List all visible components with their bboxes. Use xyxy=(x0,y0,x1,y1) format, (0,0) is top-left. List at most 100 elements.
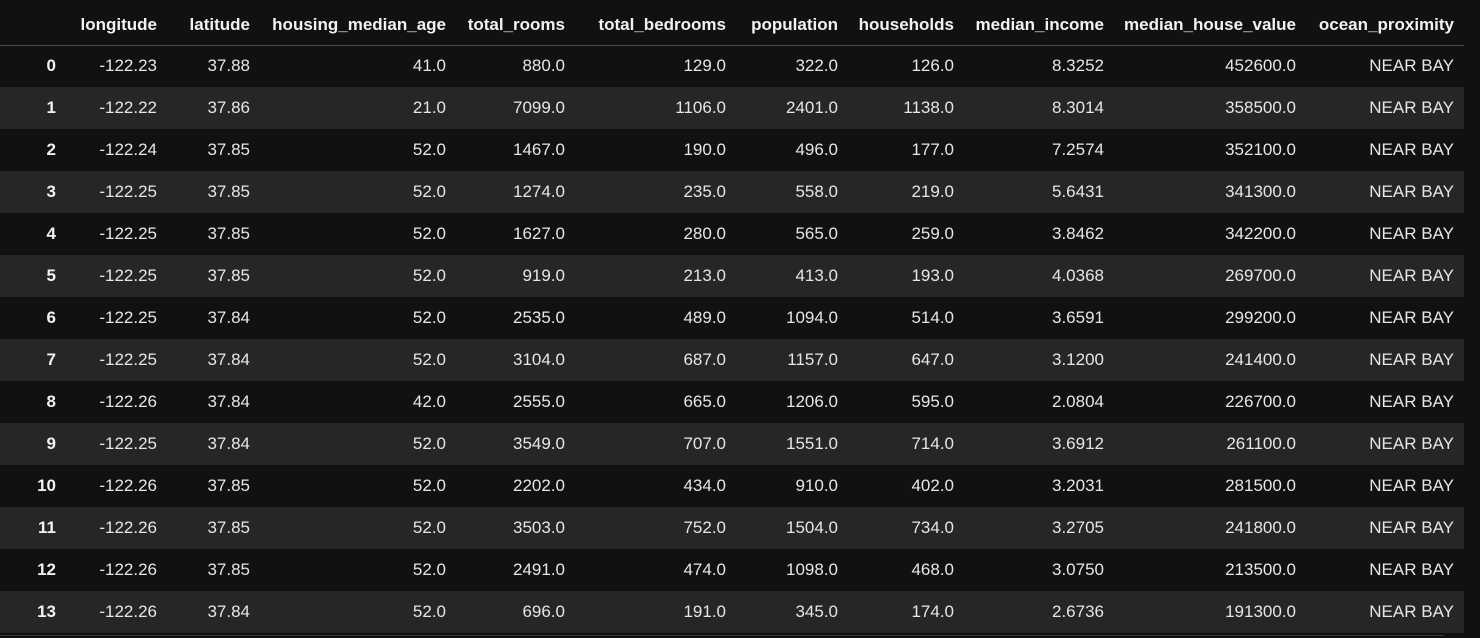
cell-latitude: 37.84 xyxy=(207,392,250,411)
cell-median-income: 2.6736 xyxy=(1052,602,1104,621)
cell-total-rooms: 3503.0 xyxy=(513,518,565,537)
cell-population: 1504.0 xyxy=(786,518,838,537)
cell-households: 1138.0 xyxy=(903,98,954,117)
cell-population: 345.0 xyxy=(795,602,838,621)
cell-households: 126.0 xyxy=(911,56,954,76)
cell-ocean-proximity: NEAR BAY xyxy=(1369,350,1454,369)
cell-ocean-proximity: NEAR BAY xyxy=(1369,560,1454,579)
cell-ocean-proximity: NEAR BAY xyxy=(1369,182,1454,201)
cell-latitude: 37.85 xyxy=(207,266,250,285)
cell-median-house-value: 299200.0 xyxy=(1225,308,1296,327)
row-index-cell: 6 xyxy=(46,308,56,327)
row-index-cell: 0 xyxy=(46,56,56,76)
cell-median-house-value: 452600.0 xyxy=(1225,56,1296,76)
cell-longitude: -122.23 xyxy=(99,56,157,76)
cell-median-house-value: 213500.0 xyxy=(1225,560,1296,579)
cell-median-house-value: 226700.0 xyxy=(1225,392,1296,411)
cell-total-rooms: 2491.0 xyxy=(513,560,565,579)
cell-median-income: 5.6431 xyxy=(1052,182,1104,201)
table-row: 11 -122.26 37.85 52.0 3503.0 752.0 1504.0 734.0… xyxy=(0,507,1464,549)
cell-latitude: 37.84 xyxy=(207,308,250,327)
cell-total-bedrooms: 665.0 xyxy=(683,392,726,411)
cell-housing-median-age: 52.0 xyxy=(412,182,446,201)
cell-total-rooms: 1627.0 xyxy=(513,224,565,243)
table-row: 8 -122.26 37.84 42.0 2555.0 665.0 1206.0 595.0 2… xyxy=(0,381,1464,423)
cell-population: 565.0 xyxy=(795,224,838,243)
cell-total-rooms: 3104.0 xyxy=(513,350,565,369)
cell-ocean-proximity: NEAR BAY xyxy=(1369,224,1454,243)
cell-ocean-proximity: NEAR BAY xyxy=(1369,602,1454,621)
cell-ocean-proximity: NEAR BAY xyxy=(1369,140,1454,159)
cell-population: 1094.0 xyxy=(786,308,838,327)
dataframe-table: longitude latitude housing_median_age total… xyxy=(0,5,1464,633)
cell-median-house-value: 241800.0 xyxy=(1225,518,1296,537)
cell-total-bedrooms: 687.0 xyxy=(683,350,726,369)
cell-households: 402.0 xyxy=(911,476,954,495)
cell-population: 1206.0 xyxy=(786,392,838,411)
cell-median-house-value: 358500.0 xyxy=(1225,98,1296,117)
cell-median-house-value: 352100.0 xyxy=(1225,140,1296,159)
cell-ocean-proximity: NEAR BAY xyxy=(1369,56,1454,76)
row-index-cell: 13 xyxy=(37,602,56,621)
cell-longitude: -122.26 xyxy=(99,602,157,621)
cell-total-rooms: 3549.0 xyxy=(513,434,565,453)
cell-housing-median-age: 52.0 xyxy=(412,602,446,621)
column-header-median-house-value: median_house_value xyxy=(1114,5,1306,46)
row-index-cell: 10 xyxy=(37,476,56,495)
cell-latitude: 37.85 xyxy=(207,182,250,201)
cell-latitude: 37.85 xyxy=(207,476,250,495)
cell-housing-median-age: 52.0 xyxy=(412,350,446,369)
cell-housing-median-age: 21.0 xyxy=(412,98,446,117)
cell-total-rooms: 880.0 xyxy=(522,56,565,76)
cell-total-rooms: 696.0 xyxy=(522,602,565,621)
table-row: 9 -122.25 37.84 52.0 3549.0 707.0 1551.0 714.0 3… xyxy=(0,423,1464,465)
cell-households: 468.0 xyxy=(911,560,954,579)
row-index-cell: 5 xyxy=(46,266,56,285)
row-index-cell: 12 xyxy=(37,560,56,579)
cell-households: 514.0 xyxy=(911,308,954,327)
cell-ocean-proximity: NEAR BAY xyxy=(1369,98,1454,117)
cell-longitude: -122.26 xyxy=(99,560,157,579)
column-header-households: households xyxy=(848,5,964,46)
cell-population: 2401.0 xyxy=(786,98,838,117)
cell-latitude: 37.85 xyxy=(207,518,250,537)
cell-total-bedrooms: 707.0 xyxy=(683,434,726,453)
row-index-cell: 11 xyxy=(38,518,56,537)
row-index-cell: 9 xyxy=(46,434,56,453)
cell-median-income: 2.0804 xyxy=(1052,392,1104,411)
cell-longitude: -122.25 xyxy=(99,182,157,201)
table-body: 0 -122.23 37.88 41.0 880.0 129.0 322.0 126.0 8.3… xyxy=(0,45,1464,633)
cell-longitude: -122.24 xyxy=(99,140,157,159)
cell-population: 910.0 xyxy=(795,476,838,495)
cell-total-bedrooms: 235.0 xyxy=(683,182,726,201)
cell-total-bedrooms: 434.0 xyxy=(683,476,726,495)
cell-latitude: 37.88 xyxy=(207,56,250,76)
column-header-latitude: latitude xyxy=(167,5,260,46)
cell-median-income: 3.8462 xyxy=(1052,224,1104,243)
cell-total-bedrooms: 190.0 xyxy=(683,140,726,159)
cell-longitude: -122.25 xyxy=(99,308,157,327)
cell-longitude: -122.25 xyxy=(99,224,157,243)
cell-households: 259.0 xyxy=(911,224,954,243)
cell-total-bedrooms: 280.0 xyxy=(683,224,726,243)
cell-households: 714.0 xyxy=(911,434,954,453)
column-header-total-rooms: total_rooms xyxy=(456,5,575,46)
cell-median-house-value: 241400.0 xyxy=(1225,350,1296,369)
table-row: 5 -122.25 37.85 52.0 919.0 213.0 413.0 193.0 4.0… xyxy=(0,255,1464,297)
cell-population: 413.0 xyxy=(795,266,838,285)
table-row: 6 -122.25 37.84 52.0 2535.0 489.0 1094.0 514.0 3… xyxy=(0,297,1464,339)
cell-housing-median-age: 52.0 xyxy=(412,434,446,453)
row-index-cell: 2 xyxy=(46,140,56,159)
row-index-cell: 3 xyxy=(46,182,56,201)
cell-housing-median-age: 52.0 xyxy=(412,308,446,327)
cell-total-rooms: 1274.0 xyxy=(513,182,565,201)
table-row: 1 -122.22 37.86 21.0 7099.0 1106.0 2401.0 1138.… xyxy=(0,87,1464,129)
cell-latitude: 37.85 xyxy=(207,224,250,243)
cell-longitude: -122.25 xyxy=(99,266,157,285)
cell-housing-median-age: 52.0 xyxy=(412,140,446,159)
cell-housing-median-age: 52.0 xyxy=(412,224,446,243)
cell-population: 1157.0 xyxy=(787,350,838,369)
cell-population: 1551.0 xyxy=(786,434,838,453)
table-row: 0 -122.23 37.88 41.0 880.0 129.0 322.0 126.0 8.3… xyxy=(0,45,1464,87)
cell-ocean-proximity: NEAR BAY xyxy=(1369,476,1454,495)
